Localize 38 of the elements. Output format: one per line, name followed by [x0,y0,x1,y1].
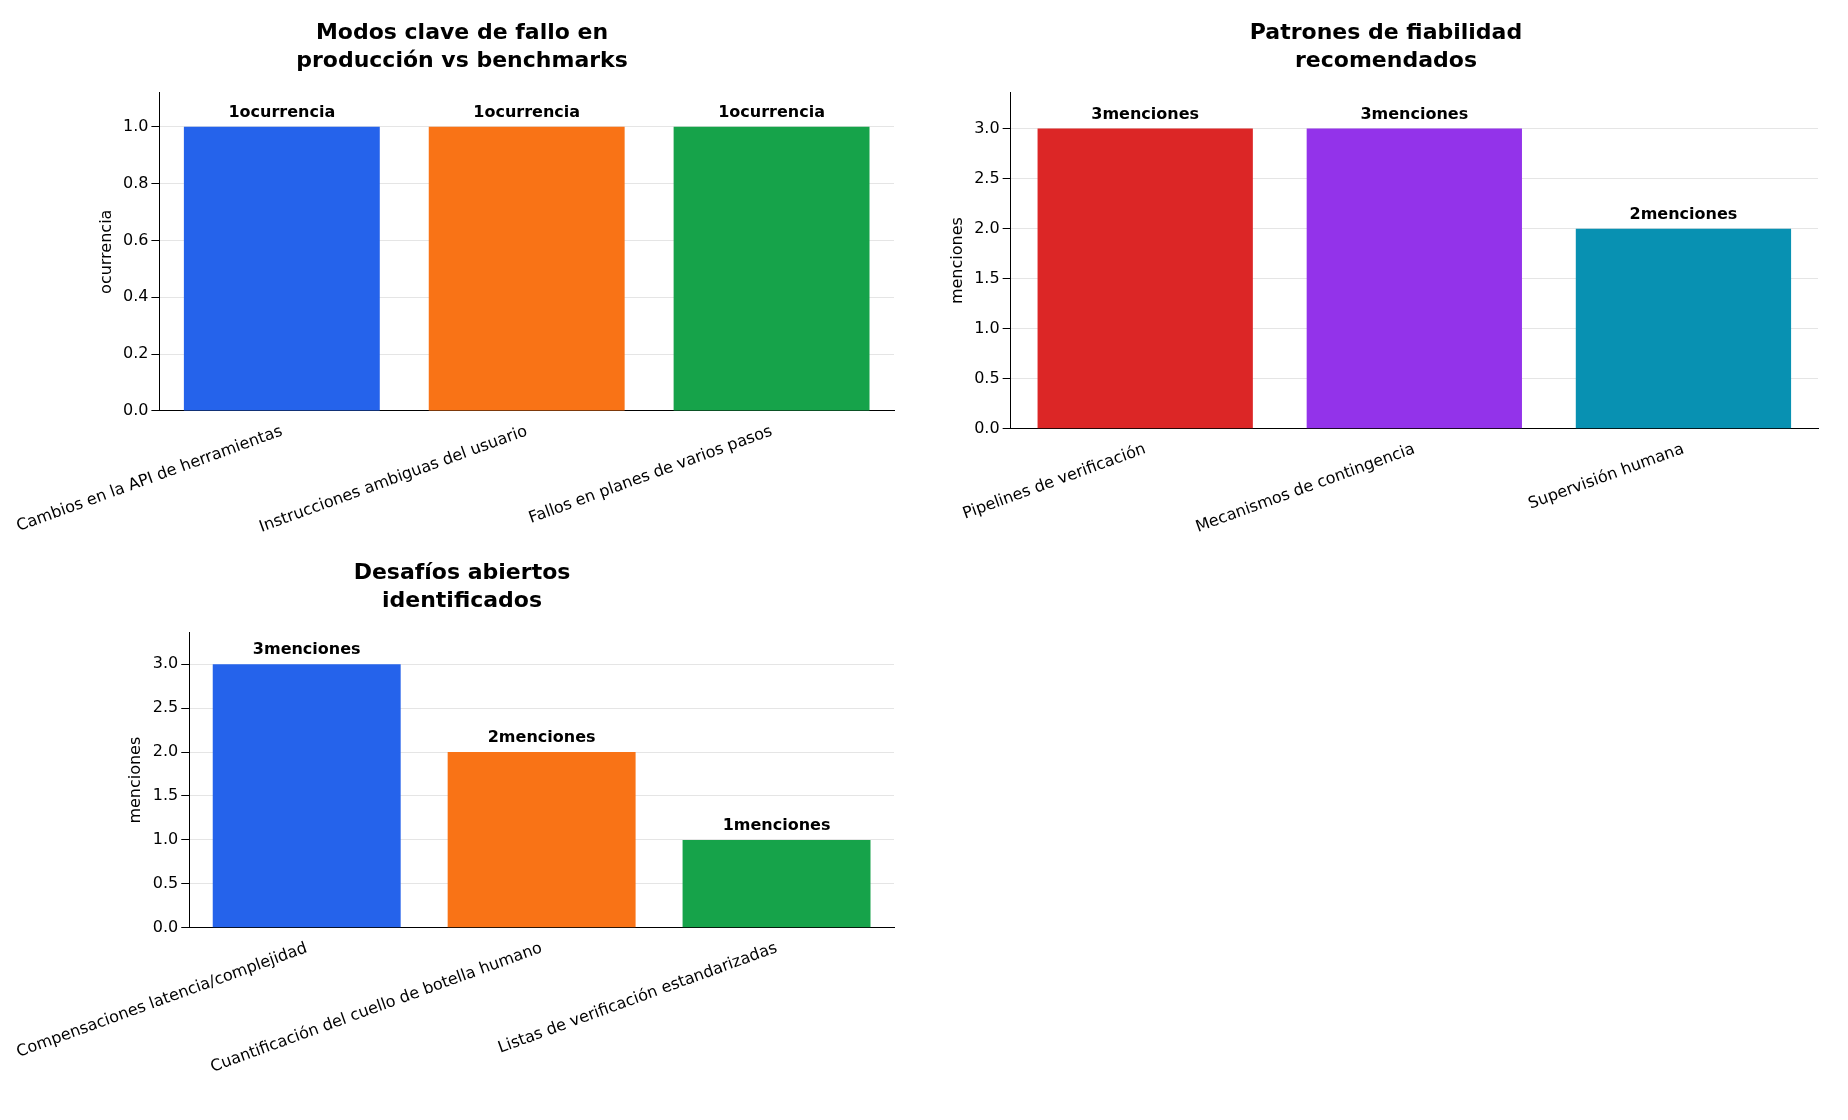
y-tick-label: 0.0 [152,916,179,936]
data-label: 1menciones [722,815,831,835]
y-tick-label: 0.4 [122,286,149,306]
chart-title: Modos clave de fallo en producción vs benchmarks [295,18,629,74]
y-axis-title: ocurrencia [95,209,115,294]
y-tick-label: 1.5 [152,785,179,805]
y-axis-title: menciones [125,736,145,824]
y-tick-label: 2.5 [152,697,179,717]
y-tick-label: 0.0 [122,400,149,420]
y-tick-label: 0.8 [122,172,149,192]
y-tick-label: 1.0 [974,317,1000,337]
y-tick-label: 1.5 [974,267,1000,287]
y-tick-label: 0.5 [974,367,1000,387]
data-label: 1ocurrencia [473,101,581,121]
y-tick-label: 1.0 [122,115,149,135]
y-tick-label: 3.0 [974,117,1000,137]
data-label: 3menciones [1091,103,1200,123]
data-label: 2menciones [487,727,596,747]
y-tick-label: 0.5 [152,872,179,892]
data-label: 1ocurrencia [718,101,825,121]
chart-title: Patrones de fiabilidad recomendados [1248,18,1524,74]
bar [682,839,871,928]
y-tick-label: 0.2 [122,343,149,363]
y-tick-label: 2.0 [974,217,1000,237]
data-label: 1ocurrencia [228,101,336,121]
data-label: 3menciones [252,639,361,659]
data-label: 3menciones [1360,103,1469,123]
y-tick-label: 2.0 [152,741,179,761]
y-axis-title: menciones [946,217,966,305]
y-tick-label: 0.0 [974,417,1000,437]
y-tick-label: 0.6 [122,229,149,249]
bar [447,752,636,928]
data-label: 2menciones [1629,203,1738,223]
y-tick-label: 1.0 [152,829,179,849]
chart-title: Desafíos abiertos identificados [352,558,572,614]
y-tick-label: 2.5 [974,167,1000,187]
bar [212,664,401,928]
y-tick-label: 3.0 [152,653,179,673]
